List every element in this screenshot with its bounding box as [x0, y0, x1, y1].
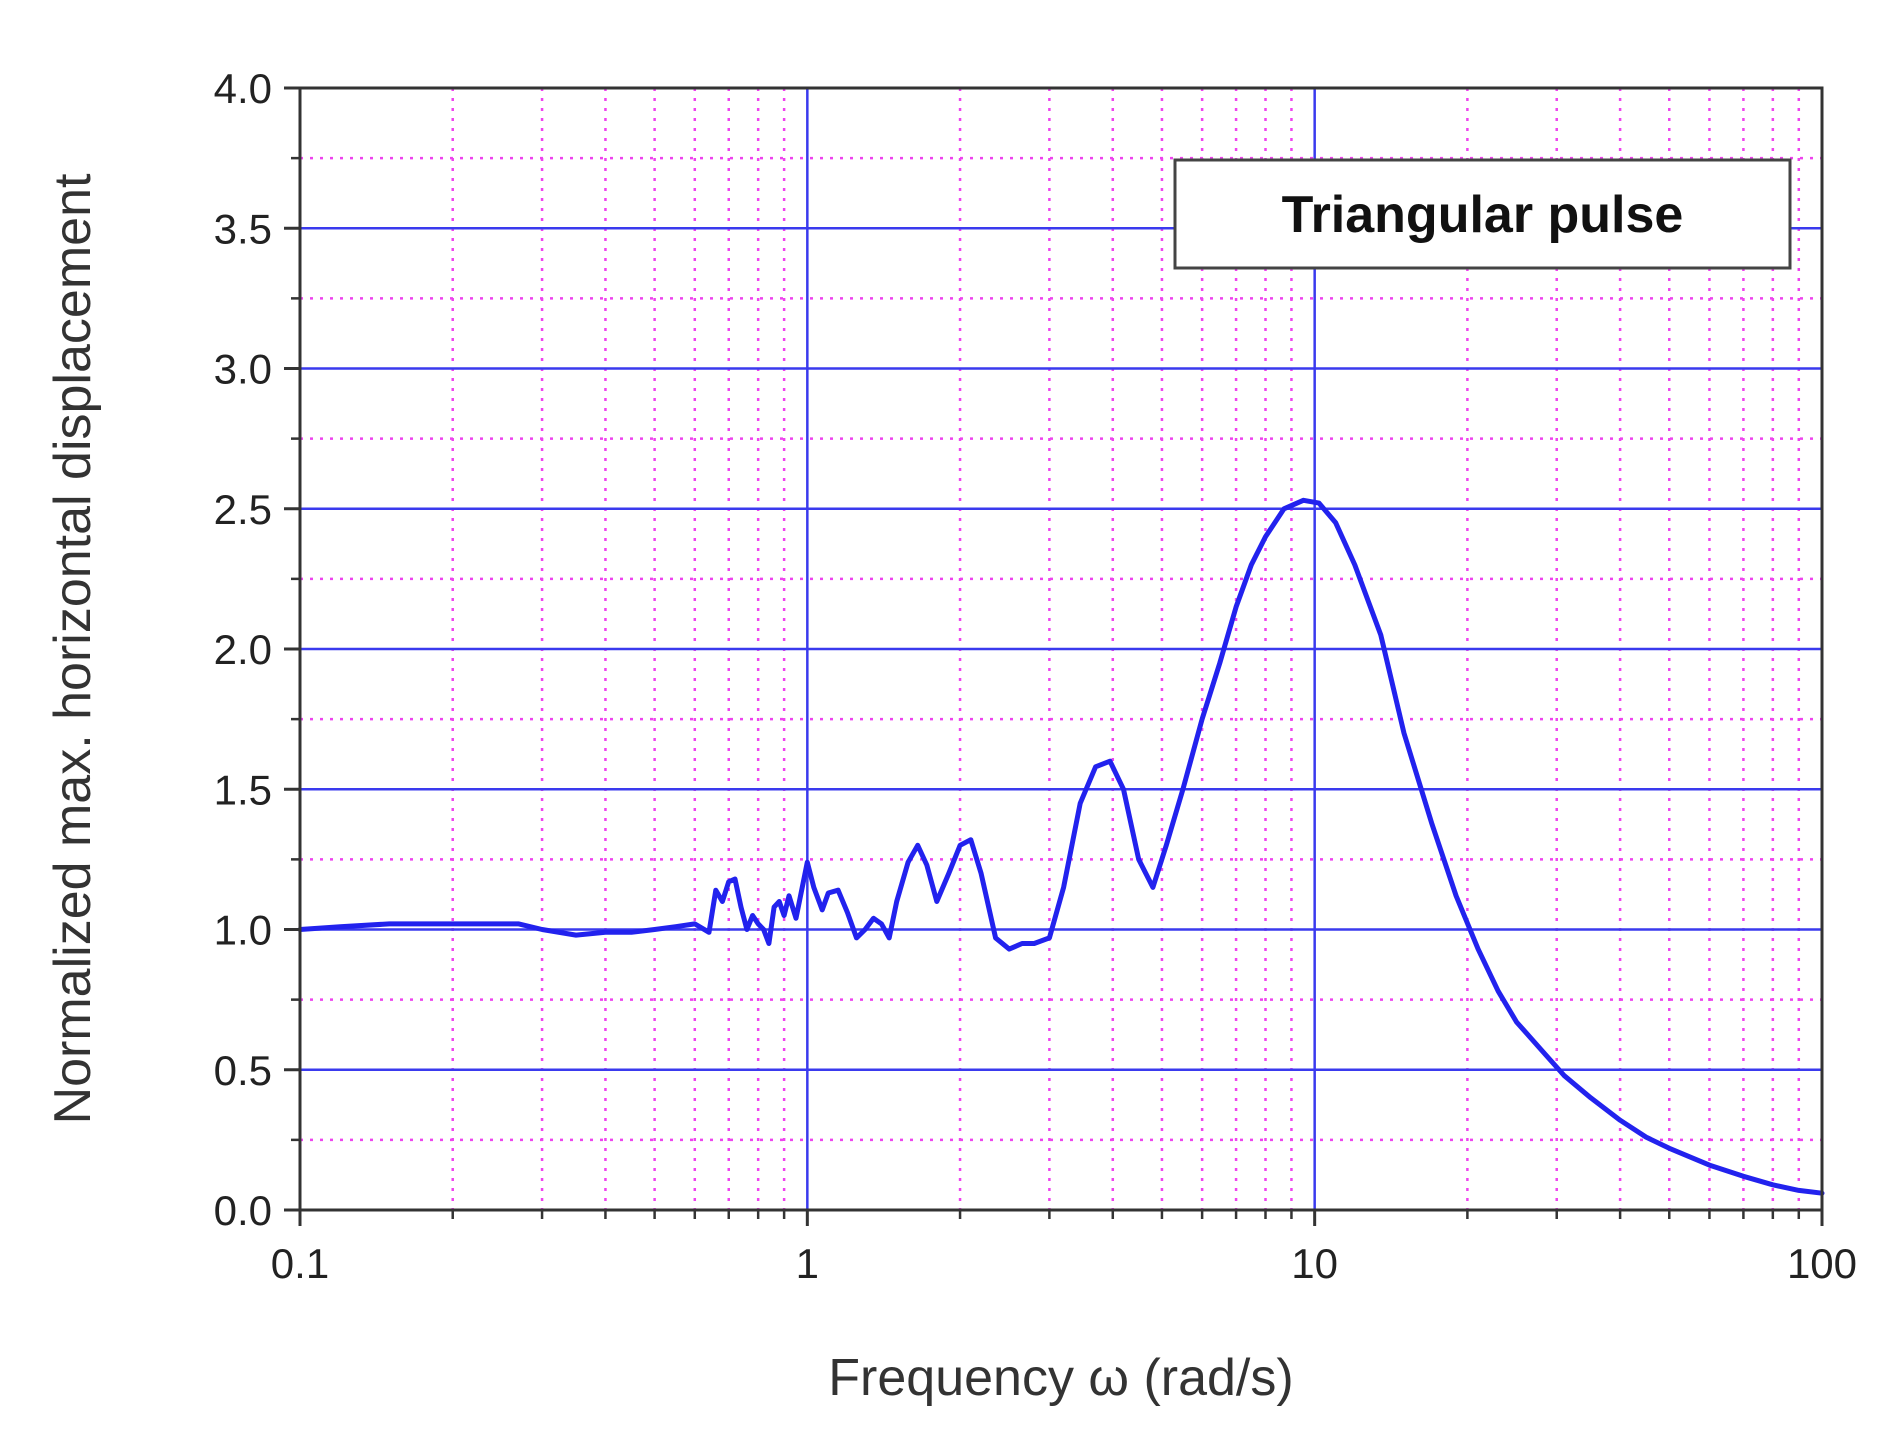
- x-tick-label: 1: [796, 1240, 819, 1287]
- y-tick-label: 2.0: [214, 626, 272, 673]
- x-tick-label: 0.1: [271, 1240, 329, 1287]
- y-tick-label: 3.5: [214, 205, 272, 252]
- y-axis-title: Normalized max. horizontal displacement: [44, 173, 102, 1124]
- y-tick-label: 4.0: [214, 65, 272, 112]
- legend-label: Triangular pulse: [1282, 186, 1684, 244]
- y-tick-label: 0.0: [214, 1187, 272, 1234]
- y-tick-label: 0.5: [214, 1047, 272, 1094]
- y-tick-label: 3.0: [214, 346, 272, 393]
- x-tick-label: 100: [1787, 1240, 1857, 1287]
- x-axis-title: Frequency ω (rad/s): [828, 1349, 1293, 1407]
- x-tick-label: 10: [1291, 1240, 1338, 1287]
- series-line: [297, 497, 1825, 1196]
- y-tick-label: 1.5: [214, 766, 272, 813]
- y-tick-label: 2.5: [214, 486, 272, 533]
- legend-box: [1173, 158, 1792, 270]
- y-tick-label: 1.0: [214, 907, 272, 954]
